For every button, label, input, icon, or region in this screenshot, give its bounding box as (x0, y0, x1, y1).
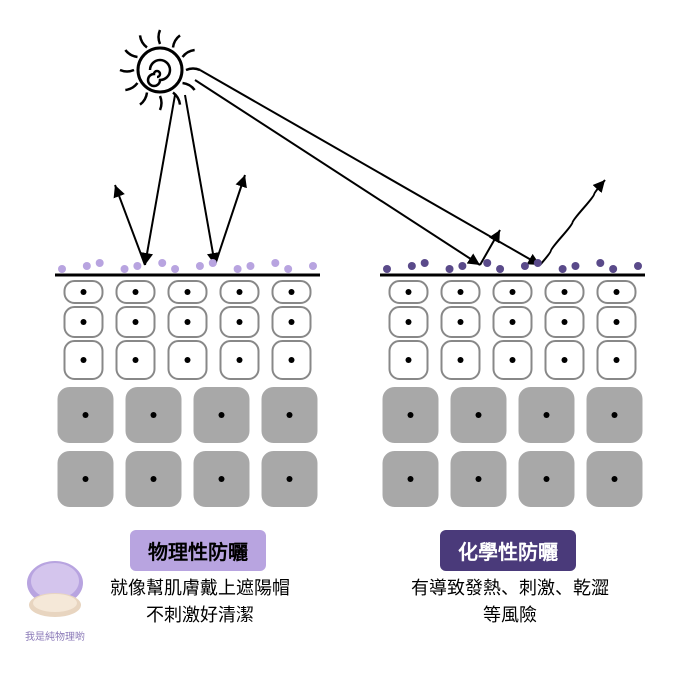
desc-physical-line2: 不刺激好清潔 (85, 602, 315, 629)
desc-chemical: 有導致發熱、刺激、乾澀 等風險 (395, 575, 625, 629)
label-physical: 物理性防曬 (130, 530, 266, 571)
product-icon (20, 555, 90, 625)
product-caption: 我是純物理喲 (12, 628, 98, 643)
desc-physical-line1: 就像幫肌膚戴上遮陽帽 (85, 575, 315, 602)
desc-chemical-line1: 有導致發熱、刺激、乾澀 (395, 575, 625, 602)
desc-chemical-line2: 等風險 (395, 602, 625, 629)
label-chemical: 化學性防曬 (440, 530, 576, 571)
desc-physical: 就像幫肌膚戴上遮陽帽 不刺激好清潔 (85, 575, 315, 629)
